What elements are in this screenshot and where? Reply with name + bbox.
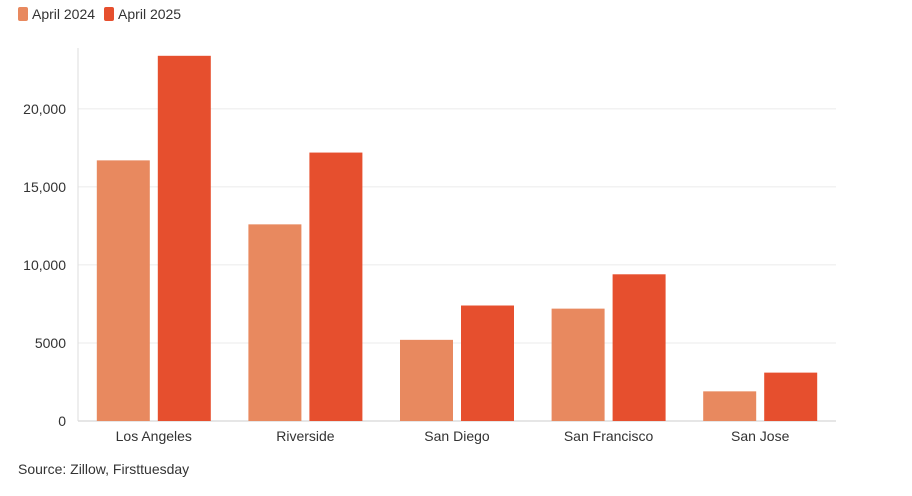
bar-los-angeles-april-2025[interactable] bbox=[157, 55, 211, 422]
bar-san-jose-april-2024[interactable] bbox=[703, 391, 757, 421]
bar-san-francisco-april-2025[interactable] bbox=[612, 274, 666, 421]
bar-san-jose-april-2025[interactable] bbox=[764, 372, 818, 421]
y-tick-label-20000: 20,000 bbox=[23, 101, 66, 117]
legend-item-april-2025[interactable]: April 2025 bbox=[104, 6, 181, 22]
x-tick-label-san-diego: San Diego bbox=[424, 428, 490, 444]
bar-riverside-april-2024[interactable] bbox=[248, 224, 302, 421]
legend-item-april-2024[interactable]: April 2024 bbox=[18, 6, 95, 22]
x-tick-label-los-angeles: Los Angeles bbox=[116, 428, 192, 444]
y-tick-label-5000: 5000 bbox=[35, 335, 66, 351]
bar-riverside-april-2025[interactable] bbox=[309, 152, 363, 421]
x-tick-label-san-jose: San Jose bbox=[731, 428, 790, 444]
bar-san-diego-april-2025[interactable] bbox=[461, 305, 514, 421]
x-tick-label-san-francisco: San Francisco bbox=[564, 428, 654, 444]
y-tick-label-10000: 10,000 bbox=[23, 257, 66, 273]
legend-label-april-2025: April 2025 bbox=[118, 6, 182, 22]
source-note: Source: Zillow, Firsttuesday bbox=[18, 461, 190, 477]
x-tick-label-riverside: Riverside bbox=[276, 428, 335, 444]
bar-san-diego-april-2024[interactable] bbox=[400, 339, 453, 421]
bar-los-angeles-april-2024[interactable] bbox=[96, 160, 150, 421]
legend-swatch-april-2025 bbox=[104, 7, 115, 21]
y-tick-label-0: 0 bbox=[58, 413, 66, 429]
bar-san-francisco-april-2024[interactable] bbox=[551, 308, 605, 421]
y-tick-label-15000: 15,000 bbox=[23, 179, 66, 195]
chart-legend: April 2024 April 2025 bbox=[18, 6, 181, 22]
legend-swatch-april-2024 bbox=[18, 7, 28, 21]
legend-label-april-2024: April 2024 bbox=[32, 6, 96, 22]
